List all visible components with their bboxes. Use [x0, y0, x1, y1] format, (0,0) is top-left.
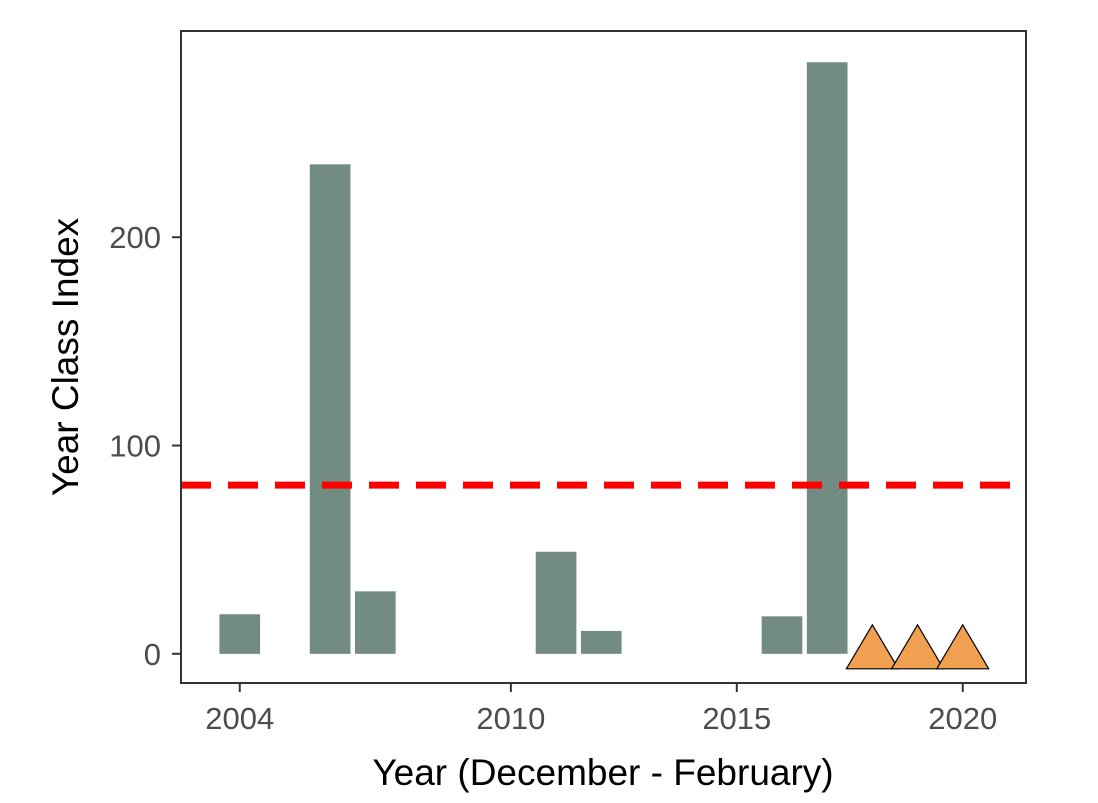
plot-background — [181, 31, 1026, 683]
bars-layer — [219, 62, 848, 654]
x-tick-label-2010: 2010 — [476, 701, 545, 736]
bar-2016 — [761, 616, 803, 654]
y-axis-title: Year Class Index — [45, 217, 86, 496]
bar-2011 — [535, 551, 577, 654]
bar-2007 — [354, 591, 396, 654]
triangle-marker-2018 — [845, 623, 900, 670]
y-tick-label-0: 0 — [144, 637, 161, 672]
y-axis: 0 100 200 — [109, 220, 181, 672]
bar-2017 — [806, 62, 848, 654]
x-tick-label-2020: 2020 — [928, 701, 997, 736]
bar-2004 — [219, 614, 261, 654]
plot-border — [180, 30, 1027, 684]
y-tick-label-200: 200 — [109, 220, 161, 255]
bar-2012 — [580, 630, 622, 654]
y-tick-label-100: 100 — [109, 429, 161, 464]
triangle-marker-2019 — [890, 623, 945, 670]
x-axis-title: Year (December - February) — [372, 752, 833, 793]
markers-layer — [845, 623, 990, 670]
triangle-marker-2020 — [935, 623, 990, 670]
x-tick-label-2004: 2004 — [205, 701, 274, 736]
x-axis: 2004 2010 2015 2020 — [205, 683, 997, 736]
bar-2006 — [309, 164, 351, 654]
x-tick-label-2015: 2015 — [702, 701, 771, 736]
